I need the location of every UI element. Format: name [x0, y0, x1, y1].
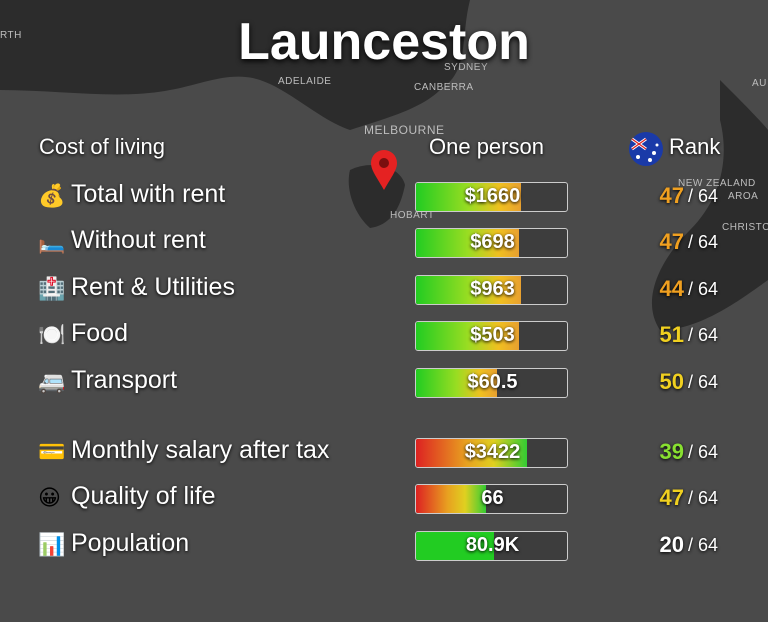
- row: 😀 Quality of life 66 47/ 64: [0, 482, 768, 516]
- title: Launceston: [238, 13, 530, 71]
- row-icon: 🚐: [38, 370, 66, 395]
- value-bar: $1660: [415, 182, 568, 212]
- value-label: $698: [470, 231, 515, 253]
- row-icon: 📊: [38, 533, 66, 558]
- bar-fill: [416, 229, 519, 257]
- row-label: Without rent: [71, 226, 206, 254]
- bar-fill: [416, 183, 521, 211]
- row-icon: 🍽️: [38, 323, 66, 348]
- header-middle: One person: [429, 134, 544, 159]
- rank-total: / 64: [688, 325, 719, 345]
- map-label: HOBART: [390, 210, 435, 221]
- value-bar: 80.9K: [415, 531, 568, 561]
- row: 💰 Total with rent $1660 47/ 64: [0, 180, 768, 214]
- rank: 39: [659, 439, 684, 464]
- row-label: Population: [71, 529, 190, 557]
- row-label: Food: [71, 319, 128, 347]
- value-label: $503: [470, 324, 515, 346]
- rank: 47: [659, 229, 684, 254]
- row-icon: 🏥: [38, 277, 66, 302]
- map-label: MELBOURNE: [364, 123, 445, 137]
- flag: [629, 132, 663, 166]
- value-bar: $60.5: [415, 368, 568, 398]
- new-zealand: [651, 80, 768, 330]
- row: 💳 Monthly salary after tax $3422 39/ 64: [0, 436, 768, 470]
- row-label: Quality of life: [71, 482, 216, 510]
- value-bar: $698: [415, 228, 568, 258]
- rank: 20: [659, 532, 684, 557]
- header-right: Rank: [669, 134, 721, 159]
- rank: 50: [659, 369, 684, 394]
- value-bar: 66: [415, 484, 568, 514]
- row: 🍽️ Food $503 51/ 64: [0, 319, 768, 353]
- value-label: 66: [481, 487, 504, 509]
- rank: 47: [659, 183, 684, 208]
- row-icon: 😀: [38, 486, 61, 511]
- rank-total: / 64: [688, 442, 719, 462]
- rank: 44: [659, 276, 684, 301]
- value-label: $60.5: [467, 371, 518, 393]
- header-left: Cost of living: [39, 134, 165, 159]
- bar-fill: [416, 276, 521, 304]
- value-bar: $3422: [415, 438, 568, 468]
- row-label: Transport: [71, 366, 178, 394]
- map-label: CANBERRA: [414, 82, 474, 93]
- map-label: RTH: [0, 30, 22, 41]
- value-bar: $503: [415, 321, 568, 351]
- rank-total: / 64: [688, 372, 719, 392]
- bar-fill: [416, 532, 494, 560]
- rank-total: / 64: [688, 186, 719, 206]
- map-label: ADELAIDE: [278, 76, 332, 87]
- rank: 47: [659, 485, 684, 510]
- value-label: $963: [470, 278, 515, 300]
- value-label: $1660: [464, 185, 521, 207]
- row-icon: 🛏️: [38, 230, 66, 255]
- value-label: 80.9K: [465, 534, 520, 556]
- map-label: SYDNEY: [444, 62, 489, 73]
- row: 🚐 Transport $60.5 50/ 64: [0, 366, 768, 400]
- tasmania: [348, 165, 405, 228]
- rank-total: / 64: [688, 488, 719, 508]
- bar-fill: [416, 485, 486, 513]
- row-icon: 💰: [38, 184, 66, 209]
- row-label: Monthly salary after tax: [71, 436, 330, 464]
- rank-total: / 64: [688, 279, 719, 299]
- map-label: AROA: [728, 191, 759, 202]
- row-icon: 💳: [38, 440, 66, 465]
- location-pin: [371, 150, 397, 190]
- bar-fill: [416, 439, 527, 467]
- australia: [0, 0, 470, 130]
- row: 📊 Population 80.9K 20/ 64: [0, 529, 768, 563]
- value-bar: $963: [415, 275, 568, 305]
- rank: 51: [659, 322, 684, 347]
- row: 🛏️ Without rent $698 47/ 64: [0, 226, 768, 260]
- bar-fill: [416, 369, 497, 397]
- row-label: Rent & Utilities: [71, 273, 235, 301]
- row-label: Total with rent: [71, 180, 226, 208]
- rank-total: / 64: [688, 535, 719, 555]
- map-label: NEW ZEALAND: [678, 178, 756, 189]
- map-label: AU: [752, 78, 767, 89]
- row: 🏥 Rent & Utilities $963 44/ 64: [0, 273, 768, 307]
- value-label: $3422: [464, 441, 521, 463]
- map-label: CHRISTCH: [722, 222, 768, 233]
- bar-fill: [416, 322, 519, 350]
- rank-total: / 64: [688, 232, 719, 252]
